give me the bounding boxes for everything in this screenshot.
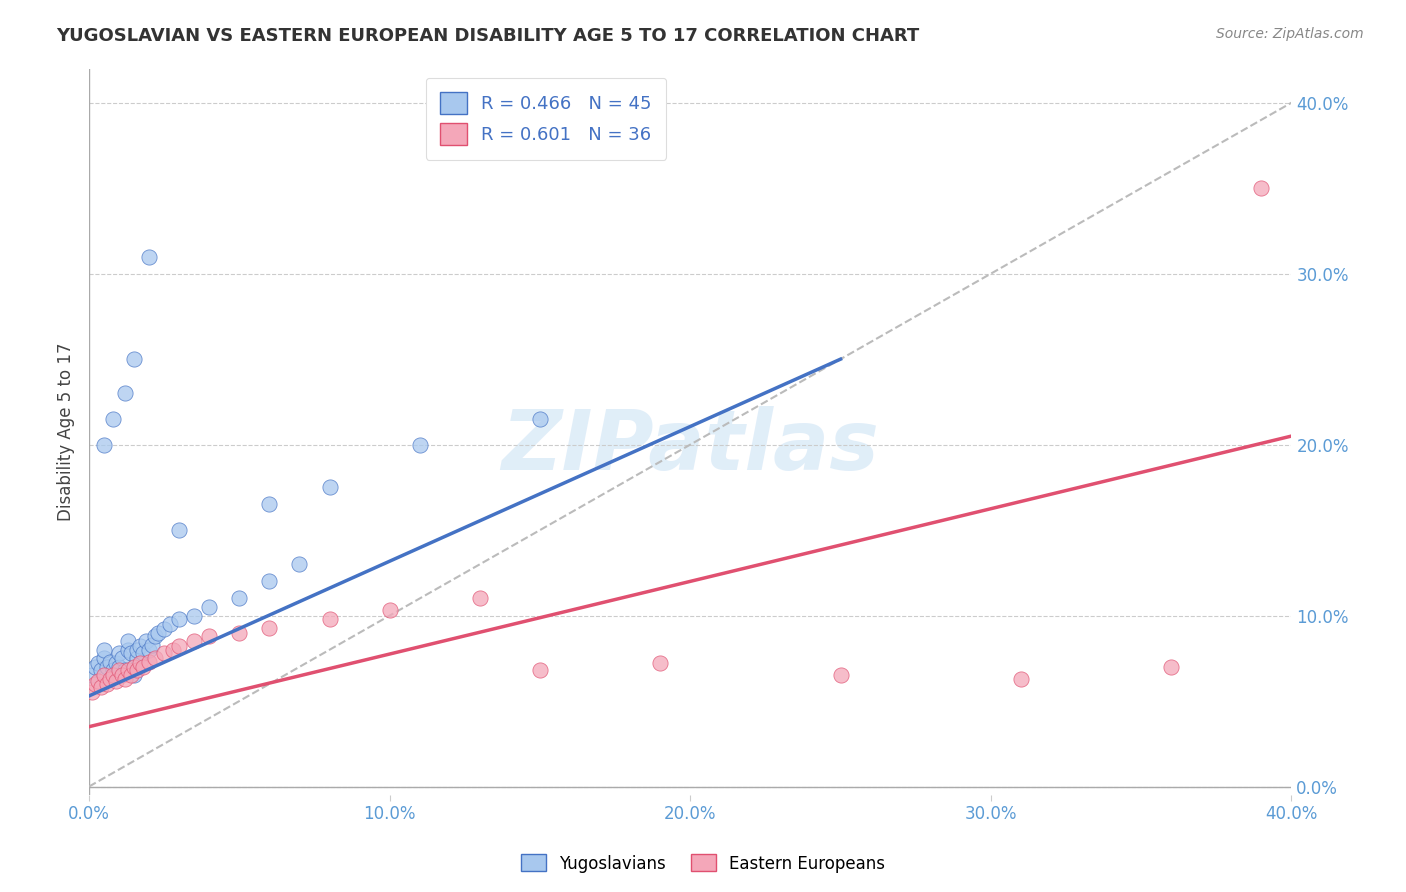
Point (167, 640, 190, 654)
Point (529, 412, 551, 426)
Point (153, 622, 176, 636)
Text: Source: ZipAtlas.com: Source: ZipAtlas.com (1216, 27, 1364, 41)
Point (111, 668, 134, 682)
Point (101, 412, 124, 426)
Text: ZIPatlas: ZIPatlas (502, 406, 879, 487)
Legend: R = 0.466   N = 45, R = 0.601   N = 36: R = 0.466 N = 45, R = 0.601 N = 36 (426, 78, 666, 160)
Point (80, 668, 103, 682)
Point (117, 634, 139, 648)
Point (830, 668, 852, 682)
Point (259, 574, 281, 589)
Point (84, 677, 107, 691)
Point (198, 600, 221, 615)
Point (259, 621, 281, 635)
Point (468, 591, 491, 606)
Point (143, 629, 166, 643)
Point (93, 437, 115, 451)
Point (93, 651, 115, 665)
Point (105, 657, 128, 671)
Point (101, 668, 124, 682)
Point (127, 663, 149, 677)
Point (122, 668, 145, 682)
Point (90, 663, 112, 677)
Point (259, 498, 281, 512)
Point (114, 663, 136, 677)
Point (529, 663, 551, 677)
Point (228, 591, 250, 606)
Point (96, 660, 118, 674)
Point (84, 660, 107, 674)
Point (108, 646, 131, 660)
Point (120, 646, 142, 660)
Point (87, 673, 110, 688)
Point (129, 657, 152, 671)
Point (108, 663, 131, 677)
Point (183, 608, 205, 623)
Point (409, 437, 432, 451)
Point (318, 480, 340, 494)
Point (80, 685, 103, 699)
Point (114, 672, 136, 686)
Point (148, 625, 170, 640)
Point (108, 660, 131, 674)
Point (93, 668, 115, 682)
Point (198, 629, 221, 643)
Point (96, 677, 118, 691)
Point (135, 634, 157, 648)
Point (183, 634, 205, 648)
Point (143, 651, 166, 665)
Point (141, 638, 163, 652)
Point (117, 663, 139, 677)
Point (98, 655, 121, 669)
Point (228, 625, 250, 640)
Point (1010, 672, 1032, 686)
Point (98, 672, 121, 686)
Point (105, 673, 128, 688)
Point (111, 651, 134, 665)
Point (138, 655, 160, 669)
Point (318, 612, 340, 626)
Point (167, 523, 190, 537)
Point (90, 681, 112, 695)
Point (378, 603, 401, 617)
Point (117, 642, 139, 657)
Text: YUGOSLAVIAN VS EASTERN EUROPEAN DISABILITY AGE 5 TO 17 CORRELATION CHART: YUGOSLAVIAN VS EASTERN EUROPEAN DISABILI… (56, 27, 920, 45)
Legend: Yugoslavians, Eastern Europeans: Yugoslavians, Eastern Europeans (515, 847, 891, 880)
Point (159, 617, 181, 632)
Point (138, 642, 160, 657)
Point (153, 646, 176, 660)
Point (1160, 660, 1182, 674)
Point (138, 250, 160, 264)
Point (162, 642, 184, 657)
Point (101, 663, 124, 677)
Y-axis label: Disability Age 5 to 17: Disability Age 5 to 17 (58, 343, 75, 521)
Point (167, 612, 190, 626)
Point (122, 660, 145, 674)
Point (132, 660, 155, 674)
Point (127, 651, 149, 665)
Point (122, 352, 145, 367)
Point (1250, 181, 1272, 195)
Point (129, 640, 152, 654)
Point (132, 646, 155, 660)
Point (93, 642, 115, 657)
Point (120, 668, 142, 682)
Point (650, 657, 672, 671)
Point (288, 558, 311, 572)
Point (127, 642, 149, 657)
Point (87, 657, 110, 671)
Point (114, 386, 136, 401)
